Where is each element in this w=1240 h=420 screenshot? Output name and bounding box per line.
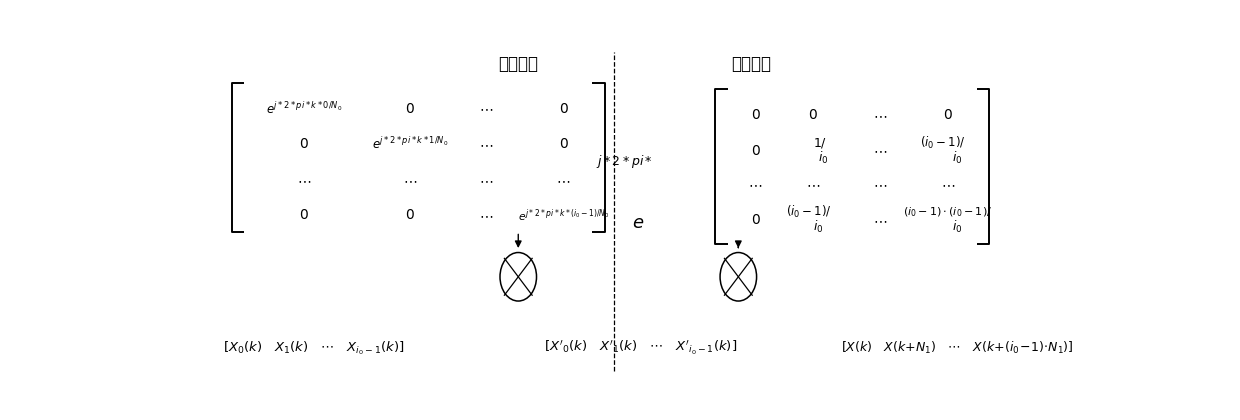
Text: $j*2*pi*$: $j*2*pi*$ bbox=[596, 153, 652, 171]
Text: $\cdots$: $\cdots$ bbox=[557, 173, 570, 187]
Text: $\cdots$: $\cdots$ bbox=[873, 213, 888, 227]
Text: $\cdots$: $\cdots$ bbox=[873, 144, 888, 158]
Text: $\cdots$: $\cdots$ bbox=[296, 173, 311, 187]
Text: $(i_0-1)\cdot(i_0-1)/$: $(i_0-1)\cdot(i_0-1)/$ bbox=[903, 205, 992, 219]
Text: $\cdots$: $\cdots$ bbox=[480, 137, 494, 151]
Text: 旋转系数: 旋转系数 bbox=[498, 55, 538, 73]
Text: $e$: $e$ bbox=[632, 215, 645, 232]
Text: $(i_0-1)/$: $(i_0-1)/$ bbox=[786, 204, 831, 220]
Text: $\cdots$: $\cdots$ bbox=[480, 173, 494, 187]
Text: 蝶形运算: 蝶形运算 bbox=[730, 55, 771, 73]
Text: $\cdots$: $\cdots$ bbox=[749, 178, 763, 192]
Text: $0$: $0$ bbox=[558, 102, 568, 116]
Text: $i_0$: $i_0$ bbox=[952, 150, 962, 166]
Text: $\cdots$: $\cdots$ bbox=[403, 173, 417, 187]
Text: $0$: $0$ bbox=[558, 137, 568, 151]
Text: $0$: $0$ bbox=[750, 213, 760, 227]
Text: $0$: $0$ bbox=[750, 144, 760, 158]
Text: $e^{j*2*pi*k*1/N_0}$: $e^{j*2*pi*k*1/N_0}$ bbox=[372, 136, 448, 152]
Text: $0$: $0$ bbox=[404, 102, 414, 116]
Text: $0$: $0$ bbox=[942, 108, 952, 122]
Text: $1/$: $1/$ bbox=[813, 136, 827, 150]
Text: $\cdots$: $\cdots$ bbox=[873, 108, 888, 122]
Text: $[X(k)\quad X(k\!+\!N_1)\quad \cdots\quad X(k\!+\!(i_0\!-\!1)\!\cdot\! N_1)]$: $[X(k)\quad X(k\!+\!N_1)\quad \cdots\qua… bbox=[841, 340, 1074, 356]
Text: $e^{j*2*pi*k*(i_0-1)/N_0}$: $e^{j*2*pi*k*(i_0-1)/N_0}$ bbox=[517, 207, 609, 223]
Text: $0$: $0$ bbox=[750, 108, 760, 122]
Text: $0$: $0$ bbox=[404, 208, 414, 222]
Text: $i_0$: $i_0$ bbox=[813, 219, 823, 235]
Text: $(i_0-1)/$: $(i_0-1)/$ bbox=[920, 134, 966, 151]
Text: $\cdots$: $\cdots$ bbox=[806, 178, 821, 192]
Text: $\cdots$: $\cdots$ bbox=[480, 102, 494, 116]
Text: $e^{j*2*pi*k*0/N_0}$: $e^{j*2*pi*k*0/N_0}$ bbox=[265, 101, 342, 117]
Text: $0$: $0$ bbox=[299, 208, 309, 222]
Text: $i_0$: $i_0$ bbox=[952, 219, 962, 235]
Text: $\cdots$: $\cdots$ bbox=[941, 178, 955, 192]
Text: $\cdots$: $\cdots$ bbox=[480, 208, 494, 222]
Text: $0$: $0$ bbox=[808, 108, 818, 122]
Text: $\cdots$: $\cdots$ bbox=[873, 178, 888, 192]
Text: $[X'_0(k)\quad X'_1(k)\quad \cdots\quad X'_{i_0-1}(k)]$: $[X'_0(k)\quad X'_1(k)\quad \cdots\quad … bbox=[543, 339, 737, 357]
Text: $i_0$: $i_0$ bbox=[818, 150, 828, 166]
Text: $0$: $0$ bbox=[299, 137, 309, 151]
Text: $[X_0(k)\quad X_1(k)\quad \cdots\quad X_{i_0-1}(k)]$: $[X_0(k)\quad X_1(k)\quad \cdots\quad X_… bbox=[223, 339, 404, 357]
